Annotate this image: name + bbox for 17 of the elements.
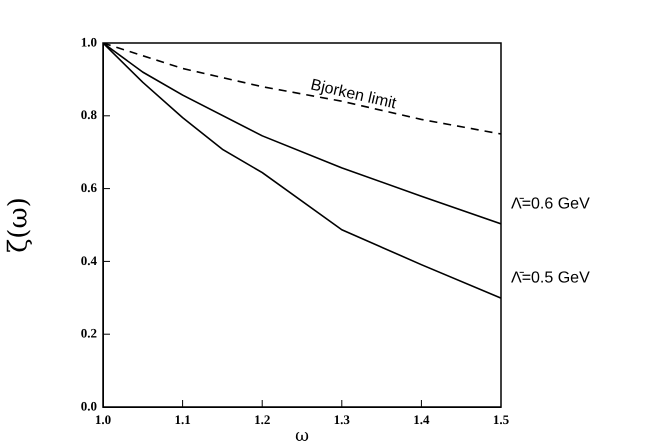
y-tick-label: 0.4 xyxy=(80,252,98,268)
y-tick-label: 1.0 xyxy=(80,34,97,50)
y-tick-label: 0.8 xyxy=(80,107,98,122)
x-tick-label: 1.2 xyxy=(254,412,270,428)
x-tick-label: 1.1 xyxy=(174,412,191,428)
series-label: Λ̄=0.6 GeV xyxy=(511,195,590,212)
x-tick-label: 1.0 xyxy=(94,412,112,428)
x-axis-title: ω xyxy=(295,426,310,446)
y-tick-label: 0.0 xyxy=(80,398,97,414)
y-tick-label: 0.2 xyxy=(80,326,97,341)
y-axis-title: ζ(ω) xyxy=(3,197,34,253)
x-tick-label: 1.3 xyxy=(334,412,350,428)
series-label: Λ̄=0.5 GeV xyxy=(511,270,590,287)
x-tick-label: 1.5 xyxy=(492,412,510,428)
y-tick-label: 0.6 xyxy=(80,180,98,195)
x-tick-label: 1.4 xyxy=(413,412,430,428)
text: Bjorken limit xyxy=(309,76,398,113)
